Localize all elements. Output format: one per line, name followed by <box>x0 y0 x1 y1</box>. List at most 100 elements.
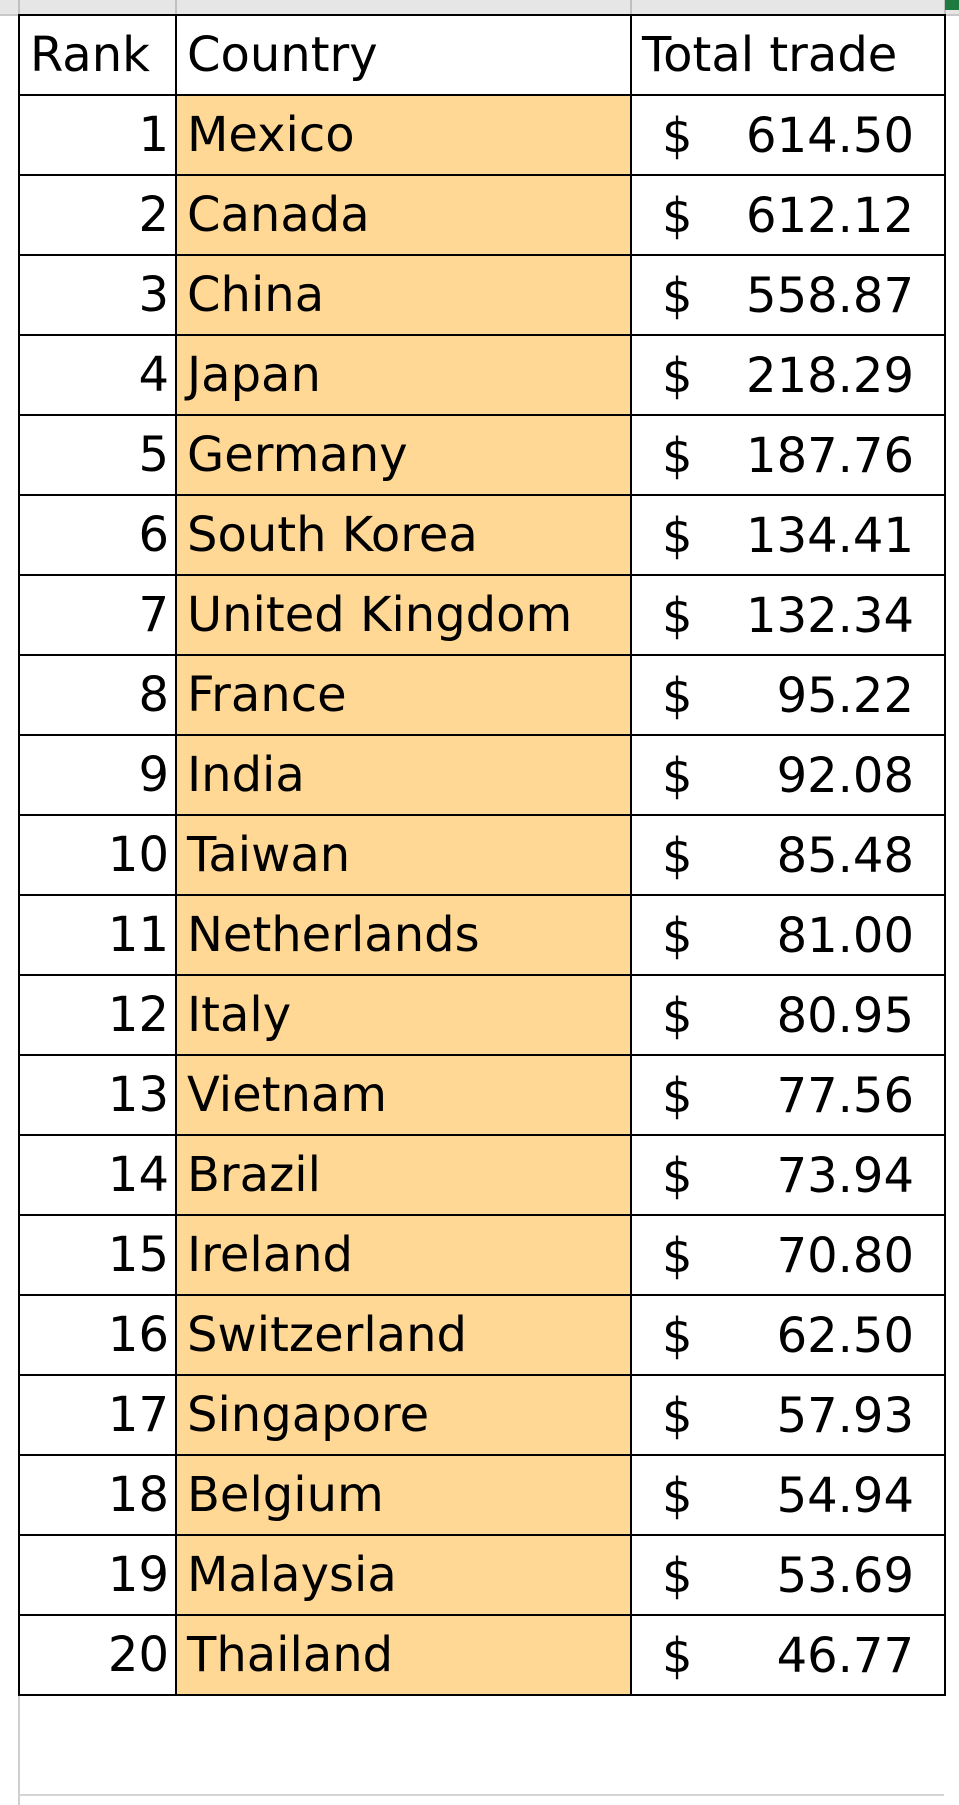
rank-cell[interactable]: 13 <box>18 1054 177 1136</box>
total-trade-cell[interactable]: $54.94 <box>630 1454 946 1536</box>
rank-cell[interactable]: 7 <box>18 574 177 656</box>
trade-amount: 54.94 <box>776 1468 914 1524</box>
country-cell[interactable]: Mexico <box>175 94 632 176</box>
currency-symbol: $ <box>662 828 693 884</box>
currency-symbol: $ <box>662 1228 693 1284</box>
column-separator[interactable] <box>630 0 632 14</box>
table-row: 7 United Kingdom $132.34 <box>18 574 946 656</box>
country-cell[interactable]: China <box>175 254 632 336</box>
table-row: 15 Ireland $70.80 <box>18 1214 946 1296</box>
country-cell[interactable]: Japan <box>175 334 632 416</box>
table-row: 11 Netherlands $81.00 <box>18 894 946 976</box>
country-cell[interactable]: Malaysia <box>175 1534 632 1616</box>
country-cell[interactable]: Canada <box>175 174 632 256</box>
rank-cell[interactable]: 16 <box>18 1294 177 1376</box>
country-cell[interactable]: Germany <box>175 414 632 496</box>
total-trade-cell[interactable]: $218.29 <box>630 334 946 416</box>
country-cell[interactable]: India <box>175 734 632 816</box>
country-cell[interactable]: Italy <box>175 974 632 1056</box>
country-cell[interactable]: South Korea <box>175 494 632 576</box>
rank-cell[interactable]: 20 <box>18 1614 177 1696</box>
empty-column[interactable] <box>944 16 959 1805</box>
country-cell[interactable]: Singapore <box>175 1374 632 1456</box>
total-trade-cell[interactable]: $70.80 <box>630 1214 946 1296</box>
currency-symbol: $ <box>662 108 693 164</box>
trade-amount: 558.87 <box>746 268 914 324</box>
table-row: 5 Germany $187.76 <box>18 414 946 496</box>
total-trade-cell[interactable]: $46.77 <box>630 1614 946 1696</box>
currency-symbol: $ <box>662 588 693 644</box>
trade-table: Rank Country Total trade 1 Mexico $614.50 2… <box>18 14 946 1696</box>
rank-cell[interactable]: 6 <box>18 494 177 576</box>
total-trade-cell[interactable]: $57.93 <box>630 1374 946 1456</box>
rank-cell[interactable]: 3 <box>18 254 177 336</box>
rank-cell[interactable]: 12 <box>18 974 177 1056</box>
rank-cell[interactable]: 14 <box>18 1134 177 1216</box>
country-cell[interactable]: Netherlands <box>175 894 632 976</box>
trade-amount: 77.56 <box>776 1068 914 1124</box>
total-trade-cell[interactable]: $80.95 <box>630 974 946 1056</box>
rank-cell[interactable]: 19 <box>18 1534 177 1616</box>
column-separator[interactable] <box>18 0 20 14</box>
trade-amount: 92.08 <box>776 748 914 804</box>
trade-amount: 53.69 <box>776 1548 914 1604</box>
total-trade-cell[interactable]: $62.50 <box>630 1294 946 1376</box>
total-trade-cell[interactable]: $85.48 <box>630 814 946 896</box>
total-trade-cell[interactable]: $612.12 <box>630 174 946 256</box>
table-row: 18 Belgium $54.94 <box>18 1454 946 1536</box>
trade-amount: 62.50 <box>776 1308 914 1364</box>
total-trade-cell[interactable]: $187.76 <box>630 414 946 496</box>
country-cell[interactable]: Ireland <box>175 1214 632 1296</box>
country-cell[interactable]: Taiwan <box>175 814 632 896</box>
total-trade-cell[interactable]: $134.41 <box>630 494 946 576</box>
rank-cell[interactable]: 18 <box>18 1454 177 1536</box>
row-gridline <box>18 1794 944 1796</box>
country-cell[interactable]: United Kingdom <box>175 574 632 656</box>
rank-cell[interactable]: 11 <box>18 894 177 976</box>
row-header-strip[interactable] <box>0 16 20 1805</box>
total-trade-cell[interactable]: $92.08 <box>630 734 946 816</box>
header-row: Rank Country Total trade <box>18 14 946 96</box>
country-cell[interactable]: Belgium <box>175 1454 632 1536</box>
table-row: 16 Switzerland $62.50 <box>18 1294 946 1376</box>
total-trade-cell[interactable]: $53.69 <box>630 1534 946 1616</box>
country-cell[interactable]: Brazil <box>175 1134 632 1216</box>
country-cell[interactable]: Vietnam <box>175 1054 632 1136</box>
rank-cell[interactable]: 8 <box>18 654 177 736</box>
total-trade-cell[interactable]: $132.34 <box>630 574 946 656</box>
rank-cell[interactable]: 9 <box>18 734 177 816</box>
total-trade-cell[interactable]: $558.87 <box>630 254 946 336</box>
total-trade-cell[interactable]: $95.22 <box>630 654 946 736</box>
country-cell[interactable]: Switzerland <box>175 1294 632 1376</box>
rank-cell[interactable]: 2 <box>18 174 177 256</box>
country-cell[interactable]: France <box>175 654 632 736</box>
currency-symbol: $ <box>662 1628 693 1684</box>
country-cell[interactable]: Thailand <box>175 1614 632 1696</box>
header-rank[interactable]: Rank <box>18 14 177 96</box>
trade-amount: 218.29 <box>746 348 914 404</box>
rank-cell[interactable]: 4 <box>18 334 177 416</box>
header-country[interactable]: Country <box>175 14 632 96</box>
total-trade-cell[interactable]: $73.94 <box>630 1134 946 1216</box>
table-row: 10 Taiwan $85.48 <box>18 814 946 896</box>
rank-cell[interactable]: 10 <box>18 814 177 896</box>
table-row: 12 Italy $80.95 <box>18 974 946 1056</box>
total-trade-cell[interactable]: $614.50 <box>630 94 946 176</box>
column-separator[interactable] <box>175 0 177 14</box>
header-total-trade[interactable]: Total trade <box>630 14 946 96</box>
rank-cell[interactable]: 15 <box>18 1214 177 1296</box>
currency-symbol: $ <box>662 268 693 324</box>
currency-symbol: $ <box>662 1468 693 1524</box>
table-row: 6 South Korea $134.41 <box>18 494 946 576</box>
total-trade-cell[interactable]: $77.56 <box>630 1054 946 1136</box>
currency-symbol: $ <box>662 748 693 804</box>
currency-symbol: $ <box>662 1148 693 1204</box>
total-trade-cell[interactable]: $81.00 <box>630 894 946 976</box>
trade-amount: 57.93 <box>776 1388 914 1444</box>
trade-amount: 614.50 <box>746 108 914 164</box>
rank-cell[interactable]: 5 <box>18 414 177 496</box>
currency-symbol: $ <box>662 1548 693 1604</box>
currency-symbol: $ <box>662 348 693 404</box>
rank-cell[interactable]: 1 <box>18 94 177 176</box>
rank-cell[interactable]: 17 <box>18 1374 177 1456</box>
